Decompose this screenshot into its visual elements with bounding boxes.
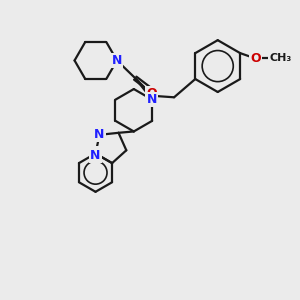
Text: N: N [90,147,101,160]
Text: N: N [90,148,101,161]
Text: O: O [146,87,157,100]
Text: N: N [147,93,158,106]
Text: N: N [112,54,122,67]
Text: CH₃: CH₃ [269,53,292,63]
Text: N: N [94,128,105,141]
Text: O: O [250,52,261,65]
